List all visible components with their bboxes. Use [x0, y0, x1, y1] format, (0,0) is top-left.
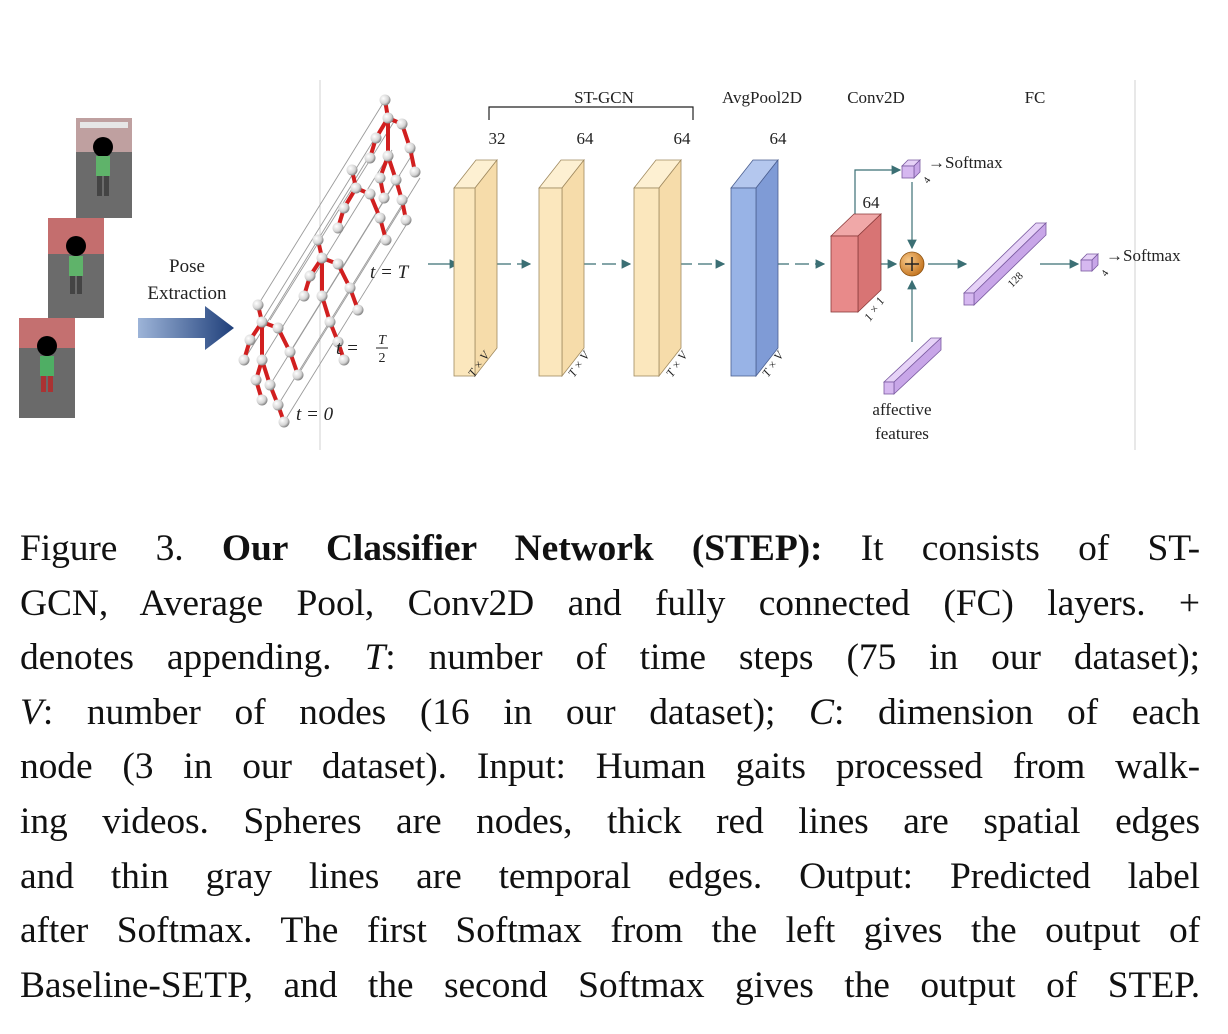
fc-128-dim: 128 — [1006, 270, 1027, 291]
affective-features-bar — [882, 337, 943, 395]
time-label-mid-num: T — [378, 333, 387, 348]
caption-line: GCN, Average Pool, Conv2D and fully conn… — [20, 577, 1200, 632]
caption-text: denotes appending. — [20, 637, 365, 679]
header-conv2d: Conv2D — [847, 88, 905, 107]
caption-line: V: number of nodes (16 in our dataset); … — [20, 686, 1200, 741]
stgcn-bracket-label: ST-GCN — [574, 88, 634, 107]
caption-line: after Softmax. The first Softmax from th… — [20, 904, 1200, 959]
caption-line: node (3 in our dataset). Input: Human ga… — [20, 740, 1200, 795]
caption-symbol: C — [809, 691, 834, 733]
header-fc: FC — [1025, 88, 1046, 107]
affective-label-2: features — [875, 424, 929, 443]
block-3-channels: 64 — [674, 129, 692, 148]
caption-line: ing videos. Spheres are nodes, thick red… — [20, 795, 1200, 850]
time-label-mid-den: 2 — [379, 351, 386, 366]
stgcn-bracket — [488, 106, 694, 120]
caption-text: node (3 in our dataset). Input: Human ga… — [20, 746, 1200, 788]
time-label-top: t = T — [370, 262, 410, 283]
caption-text: Figure 3. — [20, 528, 222, 569]
time-label-mid-prefix: t = — [336, 338, 359, 359]
caption-symbol: V — [20, 691, 43, 733]
skeleton-graph — [238, 94, 421, 428]
conv2d-block — [830, 213, 882, 313]
network-figure: Pose Extraction — [0, 60, 1228, 460]
header-avgpool: AvgPool2D — [722, 88, 802, 107]
fc-128-bar — [963, 222, 1047, 306]
video-frame-3 — [19, 318, 75, 418]
caption-text: It consists of ST- — [822, 528, 1200, 569]
video-frame-1 — [76, 118, 132, 218]
append-plus-icon — [899, 251, 925, 277]
caption-line: Figure 3. Our Classifier Network (STEP):… — [20, 522, 1200, 577]
caption-text: GCN, Average Pool, Conv2D and fully conn… — [20, 582, 1200, 624]
fc-output-cube — [1080, 253, 1099, 272]
stgcn-block-2 — [538, 158, 585, 378]
fc-baseline-dim: 4 — [921, 175, 933, 185]
caption-line: Baseline-SETP, and the second Softmax gi… — [20, 959, 1200, 1014]
pose-extraction-label-2: Extraction — [147, 283, 227, 304]
conv2d-channels: 64 — [863, 193, 881, 212]
caption-text: ing videos. Spheres are nodes, thick red… — [20, 800, 1200, 842]
pose-extraction-label-1: Pose — [169, 256, 205, 277]
stgcn-block-1 — [453, 158, 498, 378]
caption-symbol: T — [364, 637, 386, 679]
caption-text: and thin gray lines are temporal edges. … — [20, 855, 1200, 897]
block-4-channels: 64 — [770, 129, 788, 148]
caption-text: after Softmax. The first Softmax from th… — [20, 910, 1200, 952]
softmax-label-2: →Softmax — [1106, 246, 1181, 265]
caption-line: denotes appending. T: number of time ste… — [20, 631, 1200, 686]
caption-text: Baseline-SETP, and the second Softmax gi… — [20, 964, 1200, 1006]
fc-output-dim: 4 — [1099, 268, 1111, 278]
fc-baseline-cube — [901, 159, 921, 179]
avgpool-block — [730, 158, 779, 378]
caption-text: : number of nodes (16 in our dataset); — [42, 691, 810, 733]
caption-text: : number of time steps (75 in our datase… — [385, 637, 1201, 679]
softmax-label-1: →Softmax — [928, 153, 1003, 172]
video-frame-2 — [48, 218, 104, 318]
caption-text: : dimension of each — [833, 691, 1201, 733]
time-label-bottom: t = 0 — [296, 404, 334, 425]
block-1-channels: 32 — [489, 129, 506, 148]
caption-line: and thin gray lines are temporal edges. … — [20, 850, 1200, 905]
stgcn-block-3 — [633, 158, 682, 378]
pose-extraction-arrow — [138, 306, 234, 350]
affective-label-1: affective — [872, 400, 931, 419]
figure-caption: Figure 3. Our Classifier Network (STEP):… — [20, 522, 1200, 1013]
block-2-channels: 64 — [577, 129, 595, 148]
caption-title: Our Classifier Network (STEP): — [221, 528, 823, 569]
